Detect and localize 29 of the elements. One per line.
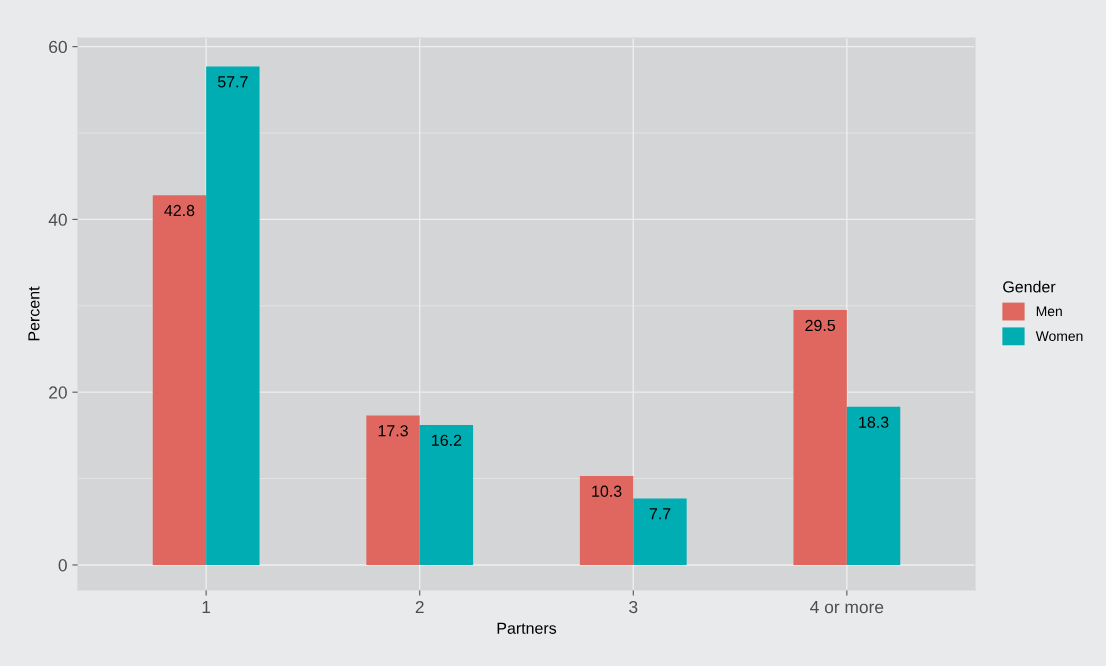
y-tick-label: 0 [58, 559, 67, 572]
legend-title: Gender [1003, 280, 1056, 293]
data-label: 10.3 [592, 485, 622, 497]
data-label: 57.7 [217, 76, 248, 88]
x-tick-label: 4 or more [810, 601, 884, 614]
data-label: 18.3 [859, 416, 889, 428]
data-label: 29.5 [805, 319, 836, 332]
y-axis-title: Percent [28, 286, 40, 341]
data-label: 42.8 [164, 204, 195, 217]
bar [419, 425, 474, 565]
y-tick-label: 20 [49, 386, 67, 399]
x-axis-title: Partners [497, 622, 557, 634]
data-label: 7.7 [649, 508, 671, 520]
bar [846, 406, 901, 565]
bar [633, 498, 687, 565]
bar [366, 415, 420, 565]
bar [206, 66, 260, 565]
x-tick-label: 1 [202, 601, 211, 613]
data-label: 17.3 [378, 425, 408, 437]
bar [793, 310, 847, 565]
legend-label: Women [1035, 331, 1083, 342]
bar [579, 475, 634, 565]
legend-label: Men [1036, 306, 1062, 317]
bar [152, 195, 207, 565]
y-tick-label: 40 [48, 213, 67, 226]
x-tick-label: 3 [629, 600, 638, 614]
data-label: 16.2 [432, 434, 462, 446]
x-tick-label: 2 [415, 600, 424, 613]
y-tick-label: 60 [49, 40, 67, 54]
